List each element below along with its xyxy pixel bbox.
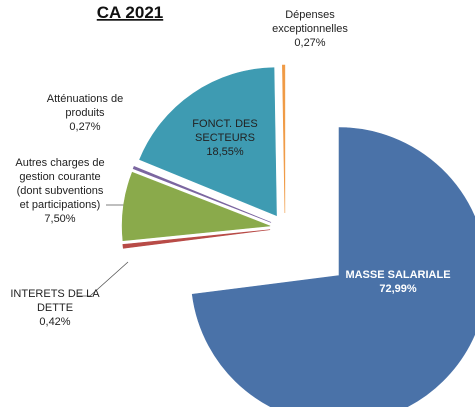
pie-slice <box>282 64 286 214</box>
label-box: Atténuations de produits 0,27% <box>30 92 140 134</box>
pie-slice <box>191 127 475 407</box>
value-label: 0,27% <box>69 121 101 133</box>
pie-slice <box>132 166 272 223</box>
label-box: Dépenses exceptionnelles 0,27% <box>255 8 365 50</box>
slice-label: MASSE SALARIALE 72,99% <box>338 268 458 296</box>
category-label: INTERETS DE LA DETTE <box>10 288 100 314</box>
label-box: INTERETS DE LA DETTE 0,42% <box>0 287 110 329</box>
category-label: MASSE SALARIALE <box>345 269 451 281</box>
value-label: 7,50% <box>44 213 76 225</box>
value-label: 0,27% <box>294 37 326 49</box>
slice-label: INTERETS DE LA DETTE 0,42% <box>0 287 110 329</box>
label-box: MASSE SALARIALE 72,99% <box>338 268 458 296</box>
label-box: Autres charges de gestion courante (dont… <box>0 156 120 226</box>
pie-slice <box>121 171 271 242</box>
category-label: Autres charges de gestion courante (dont… <box>15 157 105 211</box>
slice-label: Dépenses exceptionnelles 0,27% <box>255 8 365 50</box>
category-label: Atténuations de produits <box>46 93 124 119</box>
value-label: 18,55% <box>206 146 244 158</box>
slice-label: Atténuations de produits 0,27% <box>30 92 140 134</box>
pie-slice <box>139 67 277 217</box>
category-label: Dépenses exceptionnelles <box>272 9 348 35</box>
value-label: 0,42% <box>39 316 71 328</box>
pie-slice <box>122 229 271 249</box>
label-box: FONCT. DES SECTEURS 18,55% <box>175 117 275 159</box>
slice-label: FONCT. DES SECTEURS 18,55% <box>175 117 275 159</box>
leader-line <box>78 261 129 297</box>
category-label: FONCT. DES SECTEURS <box>192 118 258 144</box>
slice-label: Autres charges de gestion courante (dont… <box>0 156 120 226</box>
value-label: 72,99% <box>379 283 417 295</box>
chart-title: CA 2021 <box>97 3 163 22</box>
